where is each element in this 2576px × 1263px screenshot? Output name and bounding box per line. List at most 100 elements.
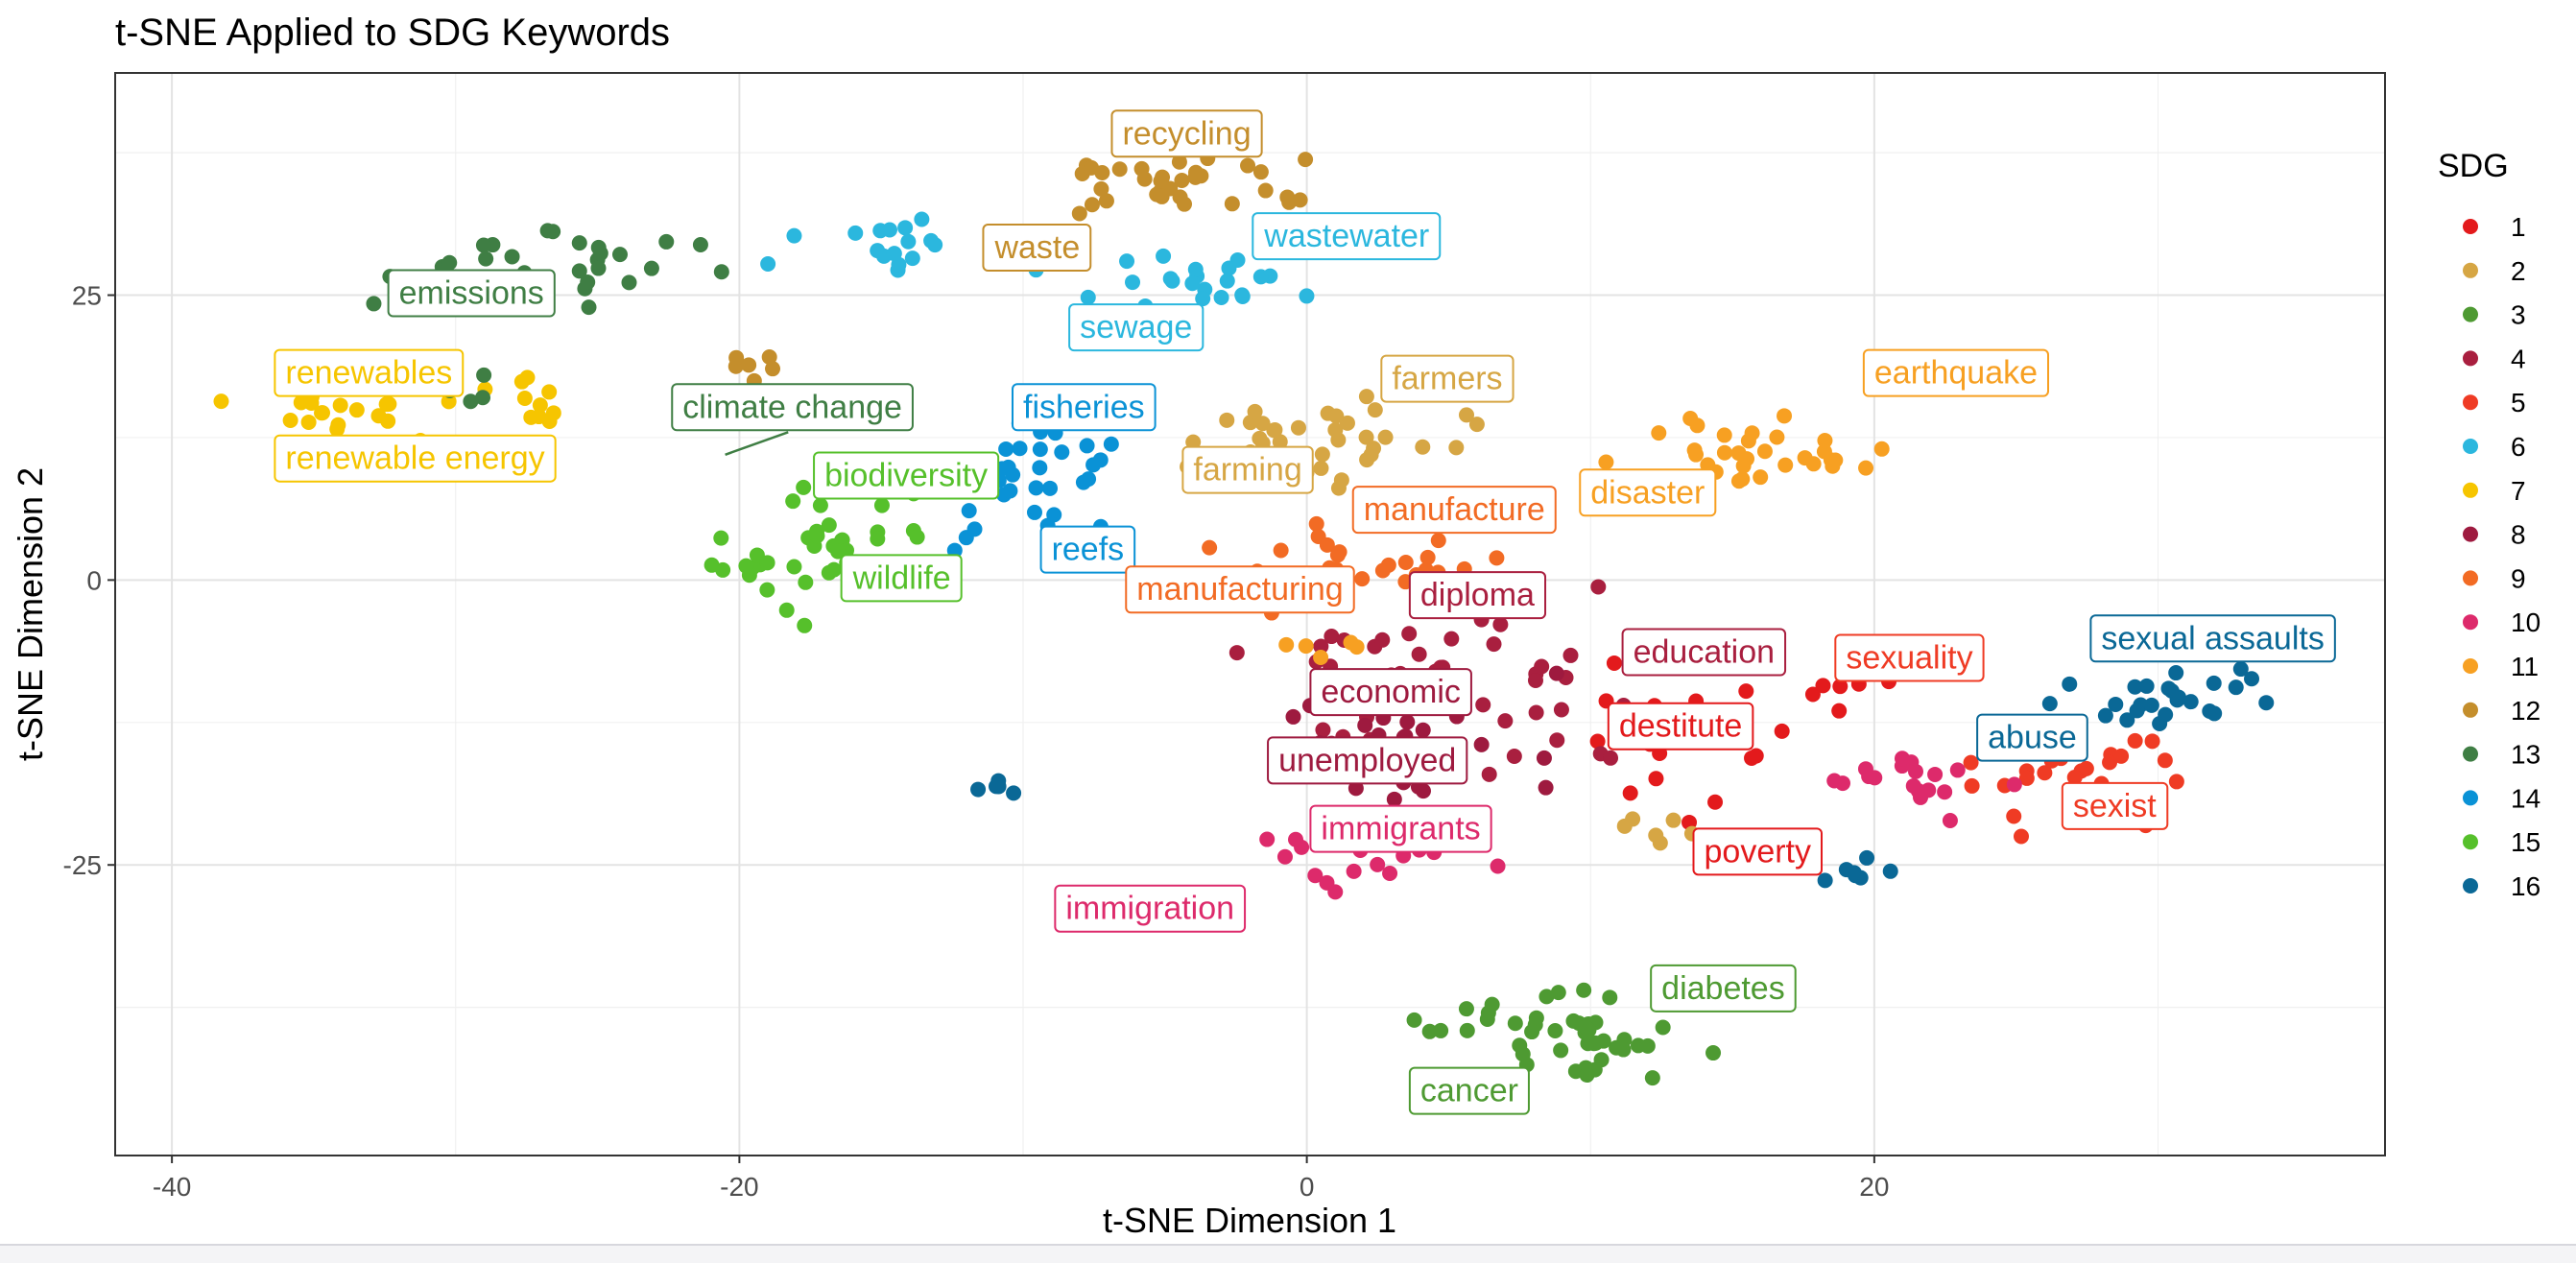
point-sdg-3 (1593, 1052, 1610, 1068)
point-sdg-2 (1415, 439, 1431, 455)
label-box (1976, 713, 2088, 762)
keyword-label: wastewater (1252, 212, 1442, 261)
keyword-label: farmers (1380, 354, 1515, 403)
y-tick-label: -25 (63, 850, 102, 880)
point-sdg-5 (1963, 754, 1979, 771)
point-sdg-12 (1187, 164, 1204, 180)
point-sdg-11 (1805, 456, 1822, 472)
point-sdg-8 (1386, 791, 1402, 807)
point-sdg-7 (213, 393, 229, 410)
point-sdg-12 (1252, 164, 1269, 180)
point-sdg-2 (1219, 412, 1235, 428)
point-sdg-6 (1162, 271, 1179, 287)
point-sdg-6 (897, 220, 914, 236)
point-sdg-12 (1136, 171, 1153, 187)
point-sdg-8 (1473, 736, 1490, 752)
point-sdg-10 (1905, 777, 1921, 794)
point-sdg-16 (970, 781, 987, 798)
point-sdg-10 (1259, 831, 1276, 847)
point-sdg-11 (1598, 454, 1614, 470)
point-sdg-4 (1443, 631, 1460, 647)
point-sdg-2 (1266, 422, 1282, 439)
point-sdg-5 (2006, 808, 2022, 824)
point-sdg-11 (1313, 649, 1329, 665)
point-sdg-4 (1401, 626, 1418, 642)
point-sdg-11 (1753, 469, 1769, 486)
point-sdg-2 (1358, 389, 1374, 405)
point-sdg-16 (2119, 712, 2135, 728)
point-sdg-4 (1315, 722, 1331, 738)
label-text: abuse (1988, 720, 2077, 756)
legend-label: 5 (2511, 388, 2526, 417)
point-sdg-14 (1032, 441, 1048, 458)
point-sdg-15 (873, 497, 890, 513)
point-sdg-7 (329, 421, 346, 438)
legend-label: 3 (2511, 300, 2526, 330)
point-sdg-12 (1071, 205, 1087, 222)
point-sdg-6 (1219, 273, 1235, 289)
point-sdg-11 (1777, 408, 1793, 424)
point-sdg-11 (1735, 458, 1752, 474)
point-sdg-15 (759, 555, 775, 571)
point-sdg-4 (1411, 646, 1427, 662)
legend-key-8 (2463, 526, 2478, 542)
point-sdg-12 (1279, 189, 1296, 205)
point-sdg-15 (830, 543, 847, 560)
label-box (1267, 736, 1468, 785)
keyword-label: diabetes (1650, 964, 1797, 1013)
legend-label: 11 (2511, 652, 2539, 681)
point-sdg-9 (1308, 515, 1324, 532)
label-box (1834, 633, 1985, 682)
point-sdg-16 (1882, 863, 1898, 879)
point-sdg-7 (315, 405, 331, 421)
point-sdg-16 (2244, 671, 2260, 687)
point-sdg-14 (1054, 444, 1070, 461)
point-sdg-9 (1374, 562, 1391, 579)
label-box (2061, 781, 2169, 830)
point-sdg-4 (1374, 632, 1391, 648)
point-sdg-15 (798, 574, 814, 590)
point-sdg-7 (282, 413, 298, 429)
point-sdg-15 (870, 531, 886, 547)
label-text: reefs (1052, 532, 1125, 568)
legend-title: SDG (2438, 148, 2509, 184)
point-sdg-13 (478, 250, 494, 267)
plot-panel (115, 73, 2385, 1156)
point-sdg-13 (621, 274, 637, 291)
point-sdg-16 (2170, 689, 2186, 705)
point-sdg-2 (1328, 408, 1345, 424)
point-sdg-11 (1744, 425, 1760, 441)
point-sdg-11 (1278, 636, 1295, 653)
legend-key-5 (2463, 394, 2478, 411)
label-box (1408, 1066, 1530, 1115)
point-sdg-1 (1606, 655, 1622, 671)
point-sdg-16 (990, 778, 1007, 795)
point-sdg-9 (1397, 554, 1414, 570)
label-box (1181, 445, 1314, 494)
point-sdg-10 (1894, 751, 1910, 767)
point-sdg-7 (380, 413, 396, 429)
point-sdg-13 (571, 235, 587, 251)
point-sdg-11 (1298, 638, 1314, 655)
point-sdg-9 (1331, 544, 1348, 560)
point-sdg-15 (786, 559, 802, 575)
point-sdg-1 (1774, 723, 1790, 739)
point-sdg-14 (1012, 441, 1028, 457)
point-sdg-14 (1079, 438, 1095, 454)
point-sdg-7 (348, 402, 365, 418)
point-sdg-3 (1458, 1001, 1474, 1017)
point-sdg-3 (1507, 1015, 1523, 1032)
keyword-label: abuse (1976, 713, 2088, 762)
point-sdg-2 (1313, 460, 1329, 476)
label-box (982, 224, 1092, 273)
point-sdg-2 (1290, 419, 1306, 436)
point-sdg-3 (1644, 1070, 1660, 1086)
point-sdg-14 (1075, 474, 1091, 490)
point-sdg-4 (1475, 697, 1491, 713)
keyword-label: recycling (1110, 109, 1263, 158)
point-sdg-16 (2097, 707, 2113, 724)
legend-key-1 (2463, 219, 2478, 234)
point-sdg-1 (1832, 679, 1849, 695)
point-sdg-3 (1553, 1042, 1569, 1059)
point-sdg-6 (900, 233, 917, 250)
